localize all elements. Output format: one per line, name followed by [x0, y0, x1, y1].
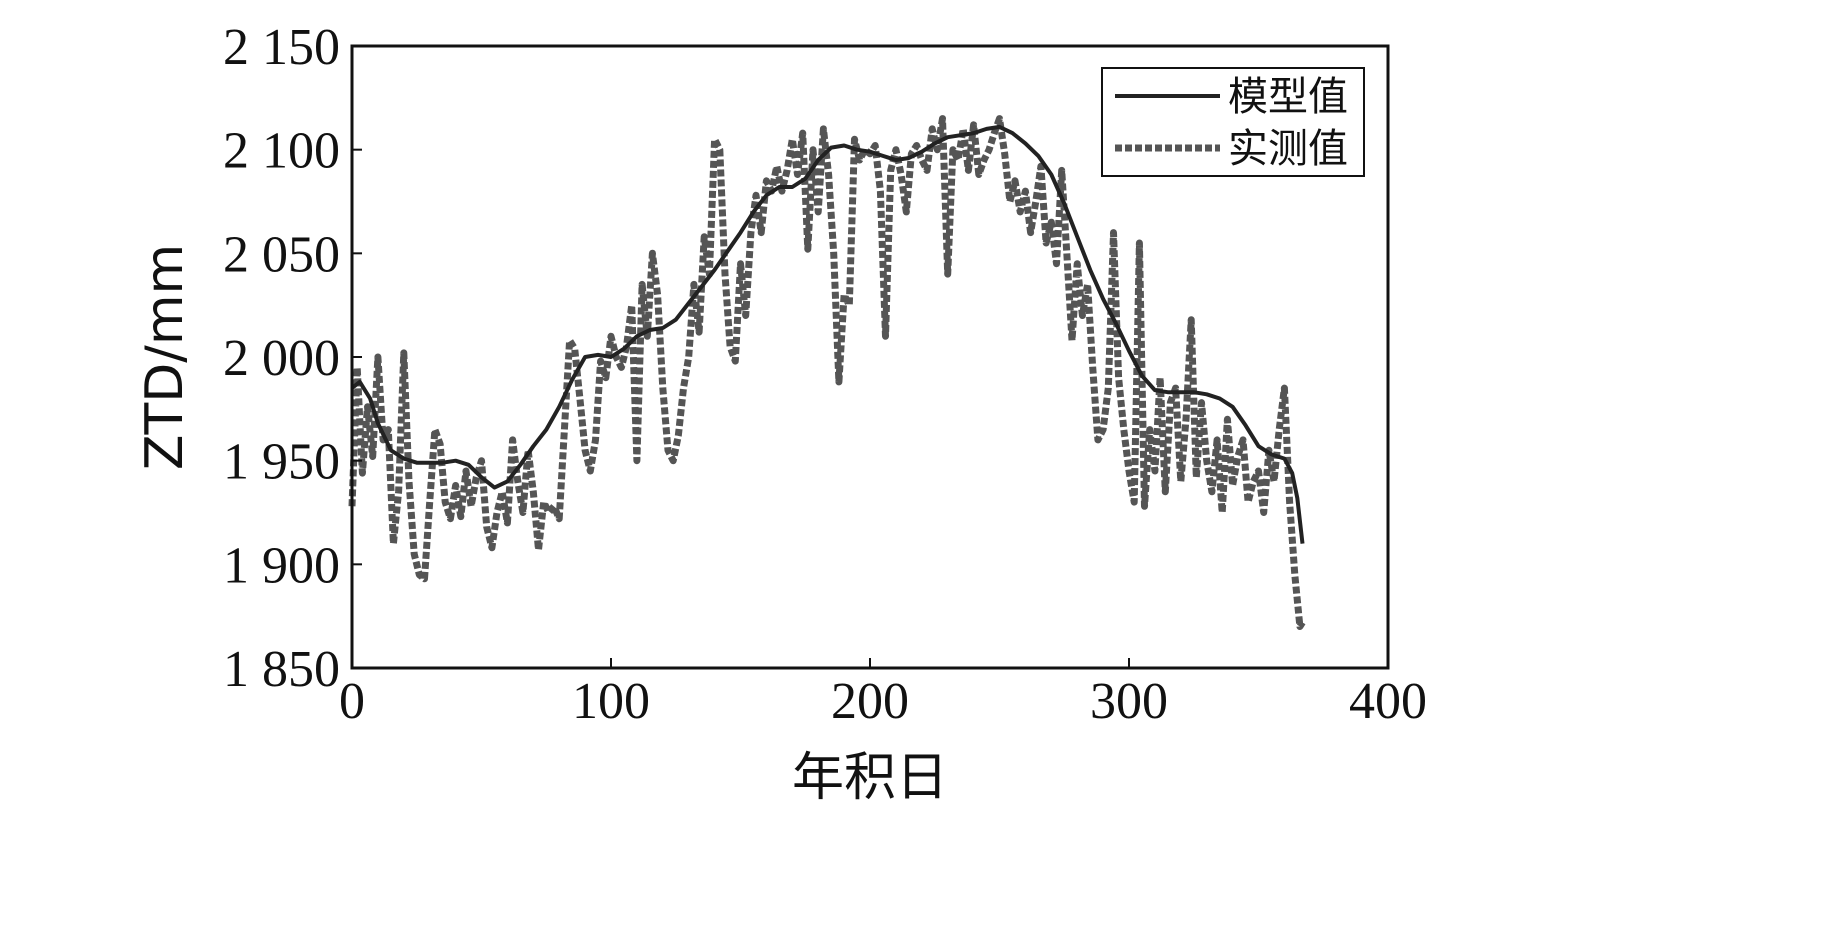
- ticks-layer: 0 100 200 300 400 1 850 1 900 1 950 2 000 2 050 2 …: [223, 19, 1427, 730]
- x-tick-label: 300: [1090, 673, 1168, 730]
- y-tick-label: 1 850: [223, 641, 340, 698]
- x-tick-label: 100: [572, 673, 650, 730]
- y-axis-label: ZTD/mm: [135, 244, 195, 470]
- x-tick-label: 0: [339, 673, 365, 730]
- legend-label-model: 模型值: [1228, 74, 1348, 120]
- y-tick-label: 2 150: [223, 19, 340, 76]
- y-tick-label: 2 000: [223, 330, 340, 387]
- y-tick-label: 1 950: [223, 434, 340, 491]
- legend-label-measured: 实测值: [1228, 126, 1348, 172]
- y-tick-label: 1 900: [223, 537, 340, 594]
- series-line-measured: [348, 115, 1306, 630]
- plot-area: 0 100 200 300 400 1 850 1 900 1 950 2 000 2 050 2 …: [223, 19, 1427, 730]
- legend: 模型值 实测值: [1101, 67, 1365, 177]
- x-tick-label: 400: [1349, 673, 1427, 730]
- x-axis-label: 年积日: [792, 748, 948, 808]
- series-layer: [348, 115, 1306, 630]
- y-tick-label: 2 050: [223, 226, 340, 283]
- legend-box: [1101, 67, 1365, 177]
- series-line-model: [350, 124, 1305, 544]
- y-tick-label: 2 100: [223, 123, 340, 180]
- x-tick-label: 200: [831, 673, 909, 730]
